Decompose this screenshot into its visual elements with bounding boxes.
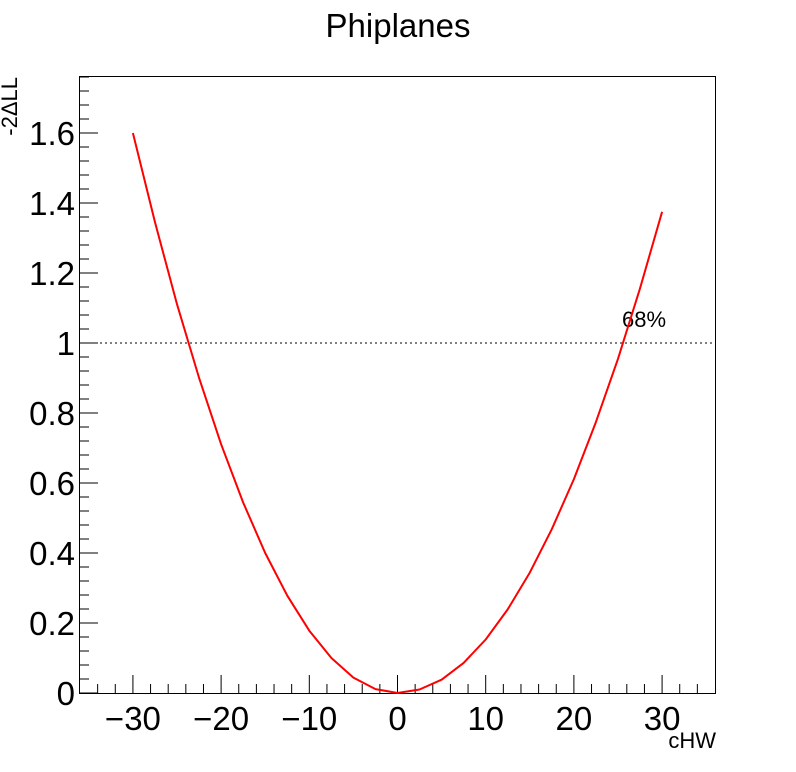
series-line bbox=[131, 132, 664, 694]
x-axis-title: cHW bbox=[668, 728, 716, 753]
y-axis: 0 0.2 0.4 0.6 0.8 1 1.2 1.4 1.6 bbox=[29, 76, 98, 712]
series-layer bbox=[131, 132, 664, 694]
x-axis: −30 −20 −10 0 10 20 30 bbox=[97, 675, 698, 737]
y-axis-title: -2ΔLL bbox=[0, 77, 22, 136]
y-tick-label: 1 bbox=[57, 325, 75, 362]
y-tick-label: 1.4 bbox=[29, 185, 75, 222]
y-tick-label: 0.4 bbox=[29, 535, 75, 572]
y-tick-label: 0.8 bbox=[29, 395, 75, 432]
x-tick-label: 10 bbox=[467, 700, 504, 737]
chart-title: Phiplanes bbox=[326, 7, 471, 44]
plot-frame bbox=[79, 76, 716, 694]
x-tick-label: 20 bbox=[556, 700, 593, 737]
y-tick-label: 0.6 bbox=[29, 465, 75, 502]
y-tick-label: 0 bbox=[57, 675, 75, 712]
reference-line-label: 68% bbox=[622, 307, 666, 332]
x-tick-label: −20 bbox=[193, 700, 249, 737]
y-tick-label: 1.2 bbox=[29, 255, 75, 292]
y-tick-label: 1.6 bbox=[29, 115, 75, 152]
x-tick-label: −10 bbox=[281, 700, 337, 737]
x-tick-label: 30 bbox=[644, 700, 681, 737]
x-tick-label: 0 bbox=[388, 700, 406, 737]
x-tick-label: −30 bbox=[105, 700, 161, 737]
y-tick-label: 0.2 bbox=[29, 605, 75, 642]
